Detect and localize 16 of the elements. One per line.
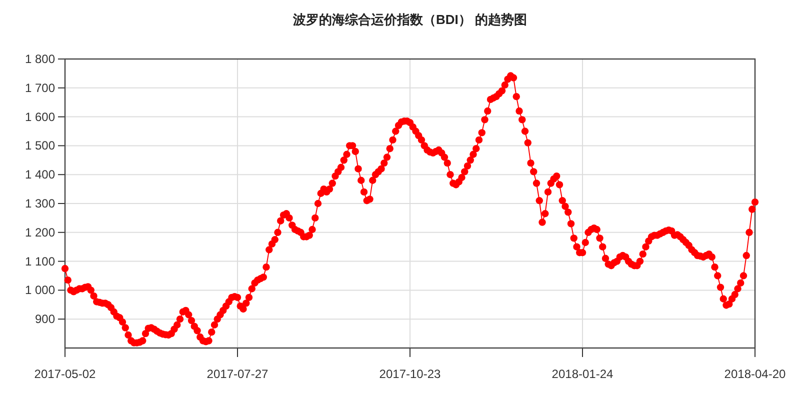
x-tick-label: 2018-04-20 <box>724 367 786 381</box>
y-tick-label: 1 200 <box>24 225 56 240</box>
y-tick-label: 1 500 <box>24 138 56 153</box>
y-tick-label: 1 800 <box>24 52 56 66</box>
y-tick-label: 1 100 <box>24 254 56 268</box>
y-tick-label: 1 400 <box>24 168 56 182</box>
x-tick-label: 2017-07-27 <box>206 367 269 381</box>
y-tick-label: 900 <box>34 312 56 326</box>
y-tick-label: 1 600 <box>24 110 56 124</box>
x-tick-label: 2017-10-23 <box>379 367 442 381</box>
x-tick-label: 2017-05-02 <box>34 367 96 381</box>
x-tick-label: 2018-01-24 <box>552 367 614 381</box>
y-tick-label: 1 700 <box>24 80 56 95</box>
chart-title: 波罗的海综合运价指数（BDI） 的趋势图 <box>292 12 527 27</box>
y-tick-label: 1 000 <box>24 283 56 298</box>
y-tick-label: 1 300 <box>24 196 56 210</box>
